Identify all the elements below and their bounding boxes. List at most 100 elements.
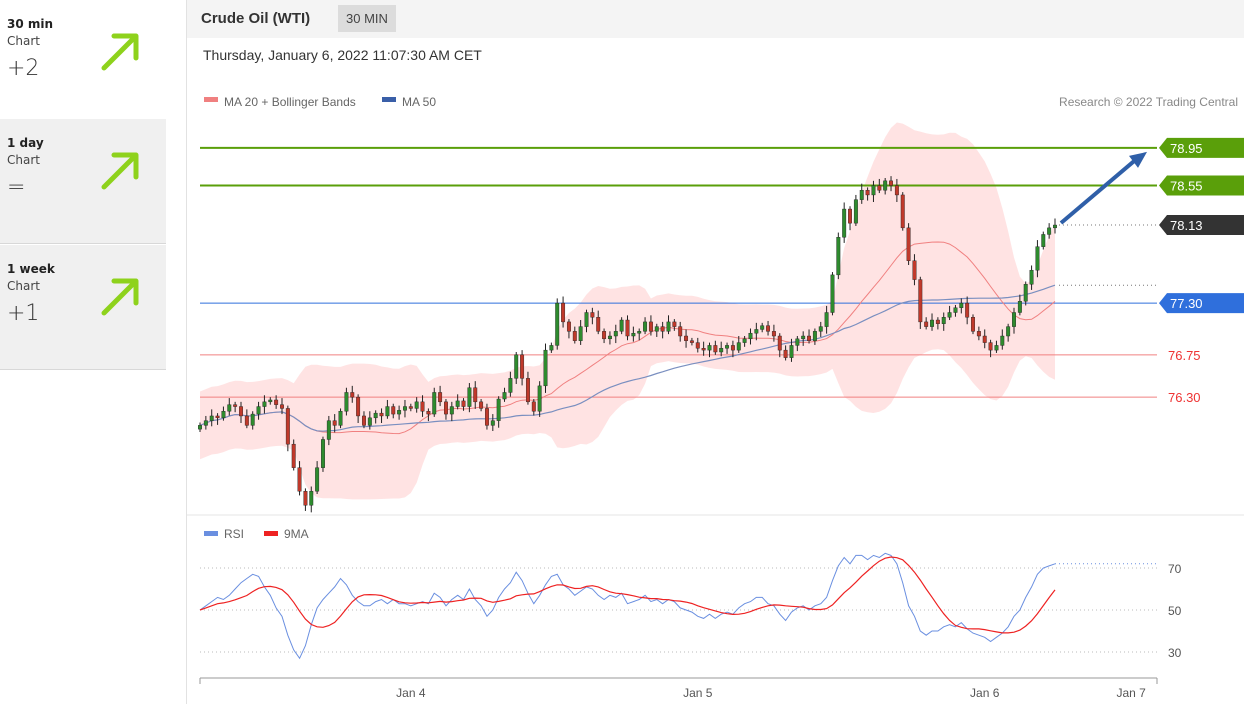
candle: [637, 328, 642, 341]
candle: [672, 319, 677, 331]
candle: [859, 183, 864, 204]
candle-body: [836, 237, 841, 276]
candle: [209, 409, 214, 427]
x-tick-label: Jan 7: [1116, 686, 1146, 700]
candle-body: [397, 410, 402, 415]
candle: [824, 305, 829, 334]
legend-swatch: [264, 531, 278, 536]
candle: [1053, 218, 1057, 234]
candle: [842, 202, 847, 243]
level-label-text: 76.75: [1168, 348, 1201, 363]
candle-body: [959, 302, 964, 308]
candle: [332, 414, 337, 433]
candle-body: [930, 319, 934, 327]
candle-body: [789, 345, 794, 358]
candle: [549, 342, 554, 353]
candle-body: [853, 199, 858, 224]
candle-body: [906, 227, 911, 261]
candle-body: [256, 406, 261, 415]
candle-body: [321, 439, 325, 468]
candle-body: [982, 335, 987, 343]
candle: [1047, 223, 1052, 239]
candle-body: [274, 399, 279, 405]
candle: [1000, 329, 1005, 350]
level-label: 78.13: [1159, 215, 1244, 236]
candle-body: [719, 348, 724, 353]
candle-body: [531, 401, 536, 412]
candle: [309, 486, 314, 513]
candle: [777, 333, 782, 358]
candle-body: [736, 342, 741, 351]
candle-body: [408, 406, 413, 409]
candle: [988, 339, 993, 358]
candle: [900, 192, 905, 231]
candle: [326, 415, 331, 446]
candle: [924, 317, 929, 330]
candle: [473, 381, 478, 409]
candle: [555, 298, 560, 350]
candle: [198, 422, 202, 432]
candle: [537, 381, 542, 417]
candle: [203, 415, 208, 430]
legend-swatch: [382, 97, 396, 102]
candle-body: [221, 411, 226, 419]
candle-body: [625, 319, 630, 337]
candle: [648, 315, 653, 336]
candle-body: [350, 392, 355, 398]
candle: [660, 321, 665, 339]
price-chart[interactable]: 78.95 78.55 78.13 77.30 76.75 76.30 MA 20 + Bo…: [187, 85, 1244, 704]
candle-body: [268, 399, 273, 403]
candle-body: [414, 401, 419, 409]
x-tick-label: Jan 5: [683, 686, 713, 700]
candle: [444, 399, 448, 420]
candle-body: [953, 307, 958, 313]
candle: [391, 403, 396, 419]
level-label-box: [1159, 175, 1244, 196]
candle-body: [883, 180, 888, 191]
candle: [1023, 281, 1028, 306]
candle: [484, 403, 489, 430]
candle: [754, 322, 759, 341]
candle-body: [707, 345, 712, 351]
x-tick-label: Jan 6: [970, 686, 1000, 700]
candle: [479, 399, 484, 412]
x-tick-label: Jan 4: [396, 686, 426, 700]
candle-body: [935, 319, 940, 324]
candle-body: [742, 338, 747, 343]
timeframe-badge[interactable]: 30 MIN: [338, 5, 396, 32]
tf-card-1day[interactable]: 1 day Chart =: [0, 119, 166, 244]
candle: [965, 296, 970, 325]
candle: [912, 254, 917, 286]
candle: [215, 413, 220, 425]
tf-card-30min[interactable]: 30 min Chart +2: [0, 0, 166, 125]
candle-body: [912, 260, 917, 280]
candle: [947, 305, 952, 321]
candle-body: [701, 348, 706, 351]
candle: [812, 328, 817, 345]
level-label: 77.30: [1159, 293, 1244, 314]
candle-body: [812, 331, 817, 341]
candle: [807, 329, 811, 344]
candle-body: [830, 274, 835, 313]
candle-body: [801, 335, 806, 340]
candle-body: [871, 185, 876, 196]
bollinger-band: [200, 122, 1055, 500]
projection-arrow-head: [1129, 151, 1147, 168]
candle: [713, 340, 718, 355]
candle-body: [227, 404, 232, 412]
candle: [982, 329, 987, 349]
ma50-line: [199, 284, 1056, 432]
candle-body: [362, 415, 366, 426]
candle: [830, 272, 835, 316]
arrow-up-right-icon: [101, 278, 139, 316]
candle: [935, 317, 940, 330]
tf-card-1week[interactable]: 1 week Chart +1: [0, 245, 166, 370]
candle: [244, 409, 249, 429]
tf-card-score: +2: [7, 56, 40, 81]
tf-card-score: +1: [7, 301, 40, 326]
candle-body: [1023, 284, 1028, 302]
candle-body: [1000, 335, 1005, 346]
candle-body: [877, 185, 882, 191]
candle-body: [889, 180, 893, 186]
candle-body: [924, 321, 929, 327]
